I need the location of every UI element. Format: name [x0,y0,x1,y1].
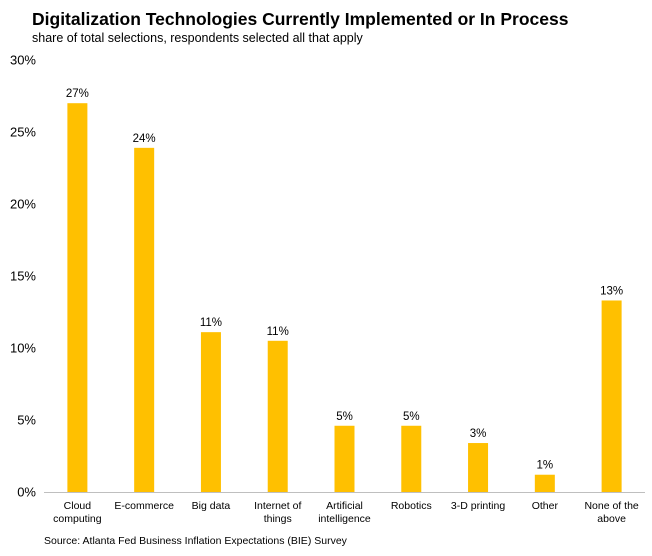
bar [134,147,155,492]
x-category-label: things [264,513,292,525]
chart-title: Digitalization Technologies Currently Im… [32,9,569,29]
x-category-label: Other [532,500,559,512]
y-tick-label: 30% [10,53,36,68]
x-category-label: None of the [584,500,638,512]
x-category-label: computing [53,513,102,525]
x-category-label: intelligence [318,513,371,525]
y-tick-label: 0% [17,485,36,500]
data-label: 1% [537,460,554,472]
data-label: 5% [336,411,353,423]
bar [267,340,288,492]
source-note: Source: Atlanta Fed Business Inflation E… [44,535,347,547]
data-label: 3% [470,428,487,440]
y-tick-label: 5% [17,413,36,428]
x-category-label: above [597,513,626,525]
bar [200,332,221,492]
data-label: 11% [200,317,222,329]
y-tick-label: 15% [10,269,36,284]
bar [601,300,622,492]
bar [468,443,489,492]
y-tick-label: 10% [10,341,36,356]
y-tick-label: 25% [10,125,36,140]
chart-subtitle: share of total selections, respondents s… [32,31,363,45]
x-category-label: Internet of [254,500,301,512]
data-label: 13% [600,285,623,297]
x-category-label: 3-D printing [451,500,505,512]
data-label: 5% [403,411,420,423]
bar [534,474,555,492]
bar [401,425,422,492]
bar [334,425,355,492]
data-label: 24% [133,133,156,145]
x-category-label: Big data [192,500,231,512]
x-category-label: Cloud [64,500,92,512]
bar [67,103,88,492]
x-category-label: E-commerce [114,500,174,512]
data-label: 11% [267,326,289,338]
x-category-label: Artificial [326,500,363,512]
y-tick-label: 20% [10,197,36,212]
x-category-label: Robotics [391,500,432,512]
data-label: 27% [66,88,89,100]
